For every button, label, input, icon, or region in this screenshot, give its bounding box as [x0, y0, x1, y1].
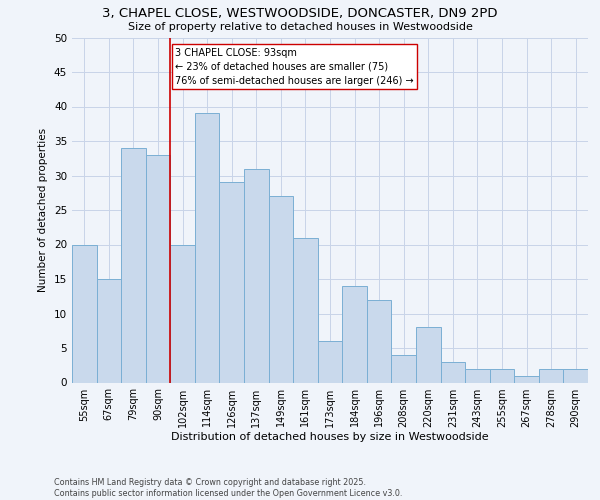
Bar — [72, 244, 97, 382]
Bar — [539, 368, 563, 382]
Bar — [318, 341, 342, 382]
Text: 3, CHAPEL CLOSE, WESTWOODSIDE, DONCASTER, DN9 2PD: 3, CHAPEL CLOSE, WESTWOODSIDE, DONCASTER… — [102, 8, 498, 20]
Text: 3 CHAPEL CLOSE: 93sqm
← 23% of detached houses are smaller (75)
76% of semi-deta: 3 CHAPEL CLOSE: 93sqm ← 23% of detached … — [175, 48, 414, 86]
Text: Contains HM Land Registry data © Crown copyright and database right 2025.
Contai: Contains HM Land Registry data © Crown c… — [54, 478, 403, 498]
X-axis label: Distribution of detached houses by size in Westwoodside: Distribution of detached houses by size … — [171, 432, 489, 442]
Bar — [121, 148, 146, 382]
Bar — [170, 244, 195, 382]
Bar — [563, 368, 588, 382]
Bar — [293, 238, 318, 382]
Text: Size of property relative to detached houses in Westwoodside: Size of property relative to detached ho… — [128, 22, 472, 32]
Bar — [514, 376, 539, 382]
Bar — [146, 155, 170, 382]
Bar — [269, 196, 293, 382]
Bar — [440, 362, 465, 382]
Bar — [490, 368, 514, 382]
Bar — [244, 168, 269, 382]
Bar — [367, 300, 391, 382]
Bar — [342, 286, 367, 382]
Bar — [195, 114, 220, 382]
Bar — [220, 182, 244, 382]
Bar — [465, 368, 490, 382]
Bar — [416, 328, 440, 382]
Bar — [391, 355, 416, 382]
Y-axis label: Number of detached properties: Number of detached properties — [38, 128, 49, 292]
Bar — [97, 279, 121, 382]
